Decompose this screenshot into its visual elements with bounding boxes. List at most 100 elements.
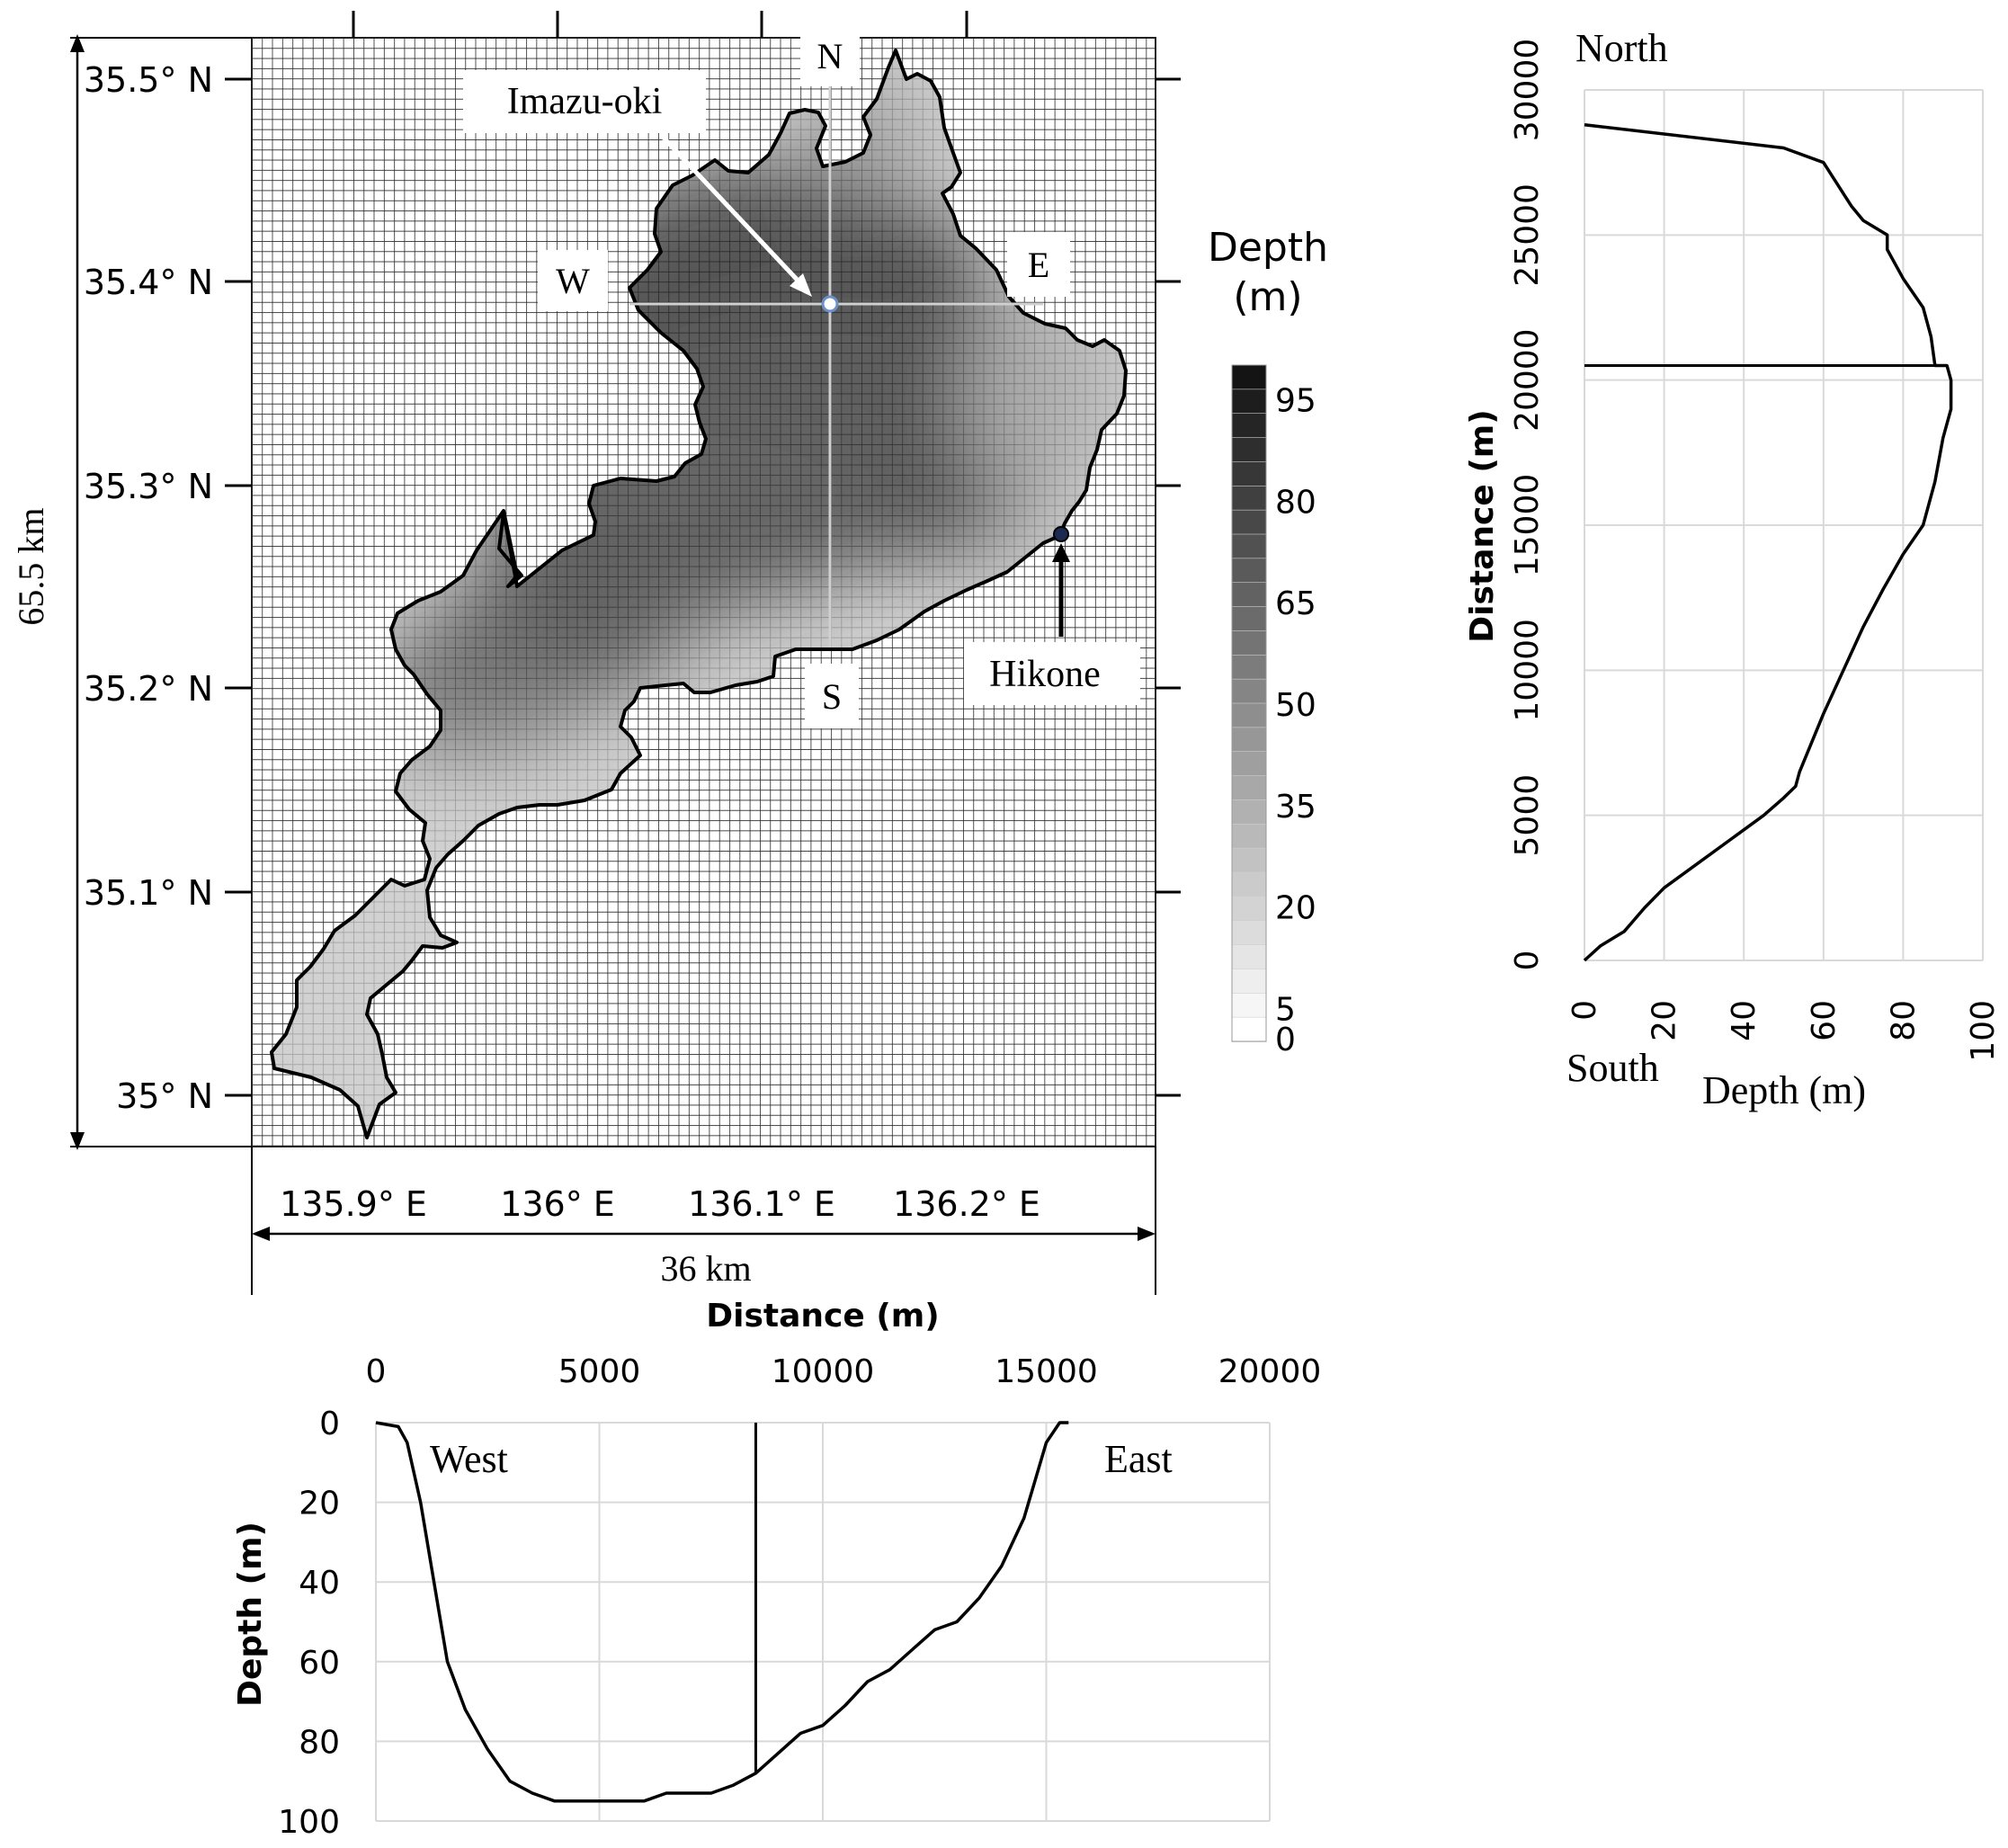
lon-label: 136.1° E: [688, 1184, 835, 1224]
west-east-profile-chart: Distance (m) Depth (m) West East 0 5000 10…: [232, 1298, 1321, 1841]
we-ytick-label: 100: [278, 1804, 340, 1841]
ns-ytick-label: 20000: [1509, 328, 1546, 432]
colorbar-tick-label: 0: [1275, 1022, 1296, 1058]
imazu-arrow-line: [659, 133, 805, 288]
compass-west: W: [556, 261, 590, 301]
colorbar-segment: [1231, 992, 1267, 1018]
colorbar-segment: [1231, 630, 1267, 656]
colorbar-segment: [1231, 775, 1267, 801]
compass-north: N: [817, 36, 843, 76]
ns-ytick-label: 30000: [1509, 39, 1546, 142]
colorbar-tick-label: 50: [1275, 687, 1316, 724]
hikone-label: Hikone: [989, 654, 1101, 695]
colorbar-title-line1: Depth: [1208, 225, 1328, 271]
ns-xtick-label: 40: [1726, 1000, 1763, 1041]
we-ytick-label: 0: [319, 1406, 340, 1442]
ns-annotation-south: South: [1566, 1046, 1659, 1090]
ns-ytick-label: 5000: [1509, 774, 1546, 857]
colorbar-segment: [1231, 920, 1267, 946]
we-xtick-label: 10000: [772, 1353, 875, 1390]
colorbar-tick-label: 20: [1275, 890, 1316, 927]
colorbar-ticks: 95 80 65 50 35 20 50: [1275, 383, 1316, 1058]
lat-label: 35.1° N: [84, 873, 213, 913]
colorbar-title-line2: (m): [1233, 274, 1302, 320]
ns-xtick-label: 60: [1806, 1000, 1843, 1041]
compass-east: E: [1028, 245, 1049, 285]
ns-xtick-label: 0: [1566, 1000, 1603, 1021]
colorbar-segment: [1231, 606, 1267, 632]
imazu-arrow-head: [790, 273, 812, 297]
imazu-oki-station: [821, 295, 839, 313]
lake-shoreline: [270, 49, 1128, 1139]
ns-xtick-label: 20: [1647, 1000, 1683, 1041]
colorbar-segment: [1231, 678, 1267, 704]
lat-label: 35° N: [116, 1076, 213, 1116]
ns-ylabel: Distance (m): [1464, 409, 1501, 643]
colorbar-segment: [1231, 871, 1267, 897]
we-xtick-label: 0: [366, 1353, 387, 1390]
colorbar-segment: [1231, 533, 1267, 559]
we-ytick-label: 40: [299, 1565, 340, 1602]
colorbar-tick-label: 80: [1275, 484, 1316, 521]
we-annotation-west: West: [430, 1437, 508, 1481]
colorbar-segment: [1231, 413, 1267, 439]
colorbar-segment: [1231, 654, 1267, 680]
colorbar-segment: [1231, 509, 1267, 535]
ns-annotation-north: North: [1575, 26, 1668, 70]
we-xlabel: Distance (m): [706, 1298, 940, 1335]
colorbar-segment: [1231, 364, 1267, 390]
colorbar-segment: [1231, 799, 1267, 826]
ns-ytick-label: 10000: [1509, 619, 1546, 722]
colorbar-segment: [1231, 558, 1267, 584]
colorbar-segment: [1231, 388, 1267, 415]
we-xtick-label: 5000: [558, 1353, 641, 1390]
we-series-line: [375, 1421, 1069, 1803]
colorbar-segment: [1231, 485, 1267, 511]
colorbar-segment: [1231, 751, 1267, 777]
colorbar-tick-label: 5: [1275, 991, 1296, 1028]
longitude-axis: 135.9° E 136° E 136.1° E 136.2° E: [280, 11, 1040, 1224]
lon-label: 136° E: [500, 1184, 615, 1224]
ns-xlabel: Depth (m): [1702, 1068, 1866, 1112]
we-ylabel: Depth (m): [232, 1522, 269, 1707]
colorbar-scale: [1231, 364, 1267, 1042]
lat-label: 35.5° N: [84, 60, 213, 100]
lat-label: 35.4° N: [84, 263, 213, 302]
we-ytick-label: 60: [299, 1645, 340, 1682]
we-annotation-east: East: [1104, 1437, 1173, 1481]
we-xtick-label: 15000: [995, 1353, 1098, 1390]
colorbar-segment: [1231, 896, 1267, 922]
ns-ytick-label: 0: [1509, 951, 1546, 971]
hikone-arrow-head: [1052, 543, 1070, 562]
lat-label: 35.3° N: [84, 467, 213, 506]
colorbar-tick-label: 35: [1275, 789, 1316, 826]
colorbar-segment: [1231, 944, 1267, 970]
ns-xtick-label: 80: [1885, 1000, 1922, 1041]
latitude-axis: 35° N 35.1° N 35.2° N 35.3° N 35.4° N 35.5° N: [84, 60, 1181, 1116]
compass-south: S: [822, 676, 842, 717]
colorbar-segment: [1231, 823, 1267, 849]
colorbar-segment: [1231, 727, 1267, 753]
colorbar-segment: [1231, 1016, 1267, 1042]
colorbar-segment: [1231, 969, 1267, 995]
colorbar-segment: [1231, 437, 1267, 463]
colorbar-segment: [1231, 461, 1267, 487]
hikone-station: [1053, 526, 1069, 542]
colorbar-segment: [1231, 582, 1267, 608]
colorbar: Depth (m) 95 80 65 50 35 20 50: [1208, 225, 1328, 1058]
lat-label: 35.2° N: [84, 669, 213, 709]
we-xtick-label: 20000: [1218, 1353, 1322, 1390]
north-south-profile-chart: North South Depth (m) Distance (m) 0 20 40…: [1464, 26, 2002, 1112]
ns-ytick-label: 15000: [1509, 474, 1546, 577]
colorbar-segment: [1231, 847, 1267, 873]
height-label: 65.5 km: [11, 507, 51, 625]
ns-ytick-label: 25000: [1509, 183, 1546, 287]
we-ytick-label: 20: [299, 1486, 340, 1522]
colorbar-tick-label: 95: [1275, 383, 1316, 420]
ns-xtick-label: 100: [1965, 1000, 2002, 1062]
lon-label: 135.9° E: [280, 1184, 427, 1224]
colorbar-segment: [1231, 702, 1267, 728]
map-panel: Imazu-oki Hikone N W E S 35° N 35.1° N 35.…: [11, 11, 1181, 1295]
width-label: 36 km: [660, 1248, 751, 1289]
